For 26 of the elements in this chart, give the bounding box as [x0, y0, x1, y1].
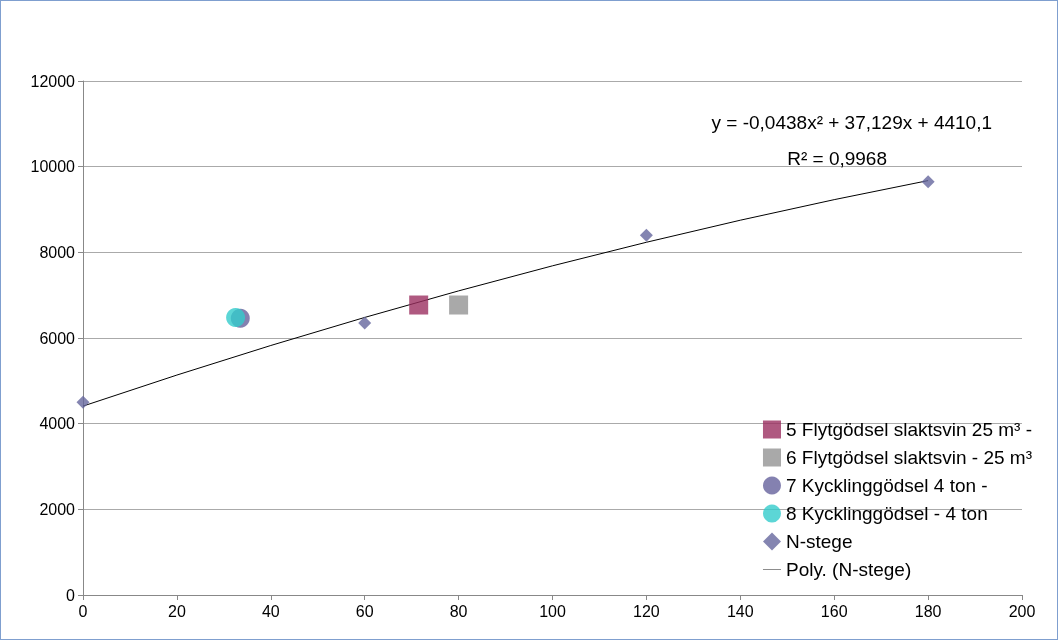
x-tick-label: 60 — [355, 602, 374, 620]
x-tick-label: 160 — [820, 602, 848, 620]
y-tick-label: 4000 — [39, 415, 76, 433]
annotation: R² = 0,9968 — [787, 148, 888, 169]
x-tick-label: 200 — [1008, 602, 1036, 620]
legend-label: 5 Flytgödsel slaktsvin 25 m³ - — [785, 419, 1033, 440]
legend-label: N-stege — [785, 531, 853, 552]
x-tick-label: 180 — [914, 602, 942, 620]
x-tick-label: 100 — [539, 602, 566, 620]
legend-label: 8 Kycklinggödsel - 4 ton — [785, 503, 988, 524]
x-tick-label: 120 — [633, 602, 660, 620]
y-tick-label: 0 — [66, 586, 76, 604]
annotation: y = -0,0438x² + 37,129x + 4410,1 — [711, 112, 993, 133]
y-tick-label: 2000 — [39, 500, 76, 518]
legend-label: 6 Flytgödsel slaktsvin - 25 m³ — [785, 447, 1033, 468]
y-tick-label: 6000 — [39, 329, 76, 347]
legend-label: Poly. (N-stege) — [785, 559, 912, 580]
x-tick-label: 20 — [168, 602, 186, 620]
x-tick-label: 140 — [726, 602, 754, 620]
x-tick-label: 0 — [78, 602, 88, 620]
x-tick-label: 80 — [449, 602, 468, 620]
x-tick-label: 40 — [261, 602, 280, 620]
legend-label: 7 Kycklinggödsel 4 ton - — [785, 475, 988, 496]
y-tick-label: 8000 — [39, 243, 76, 261]
y-tick-label: 12000 — [30, 72, 76, 90]
y-tick-label: 10000 — [30, 158, 76, 176]
